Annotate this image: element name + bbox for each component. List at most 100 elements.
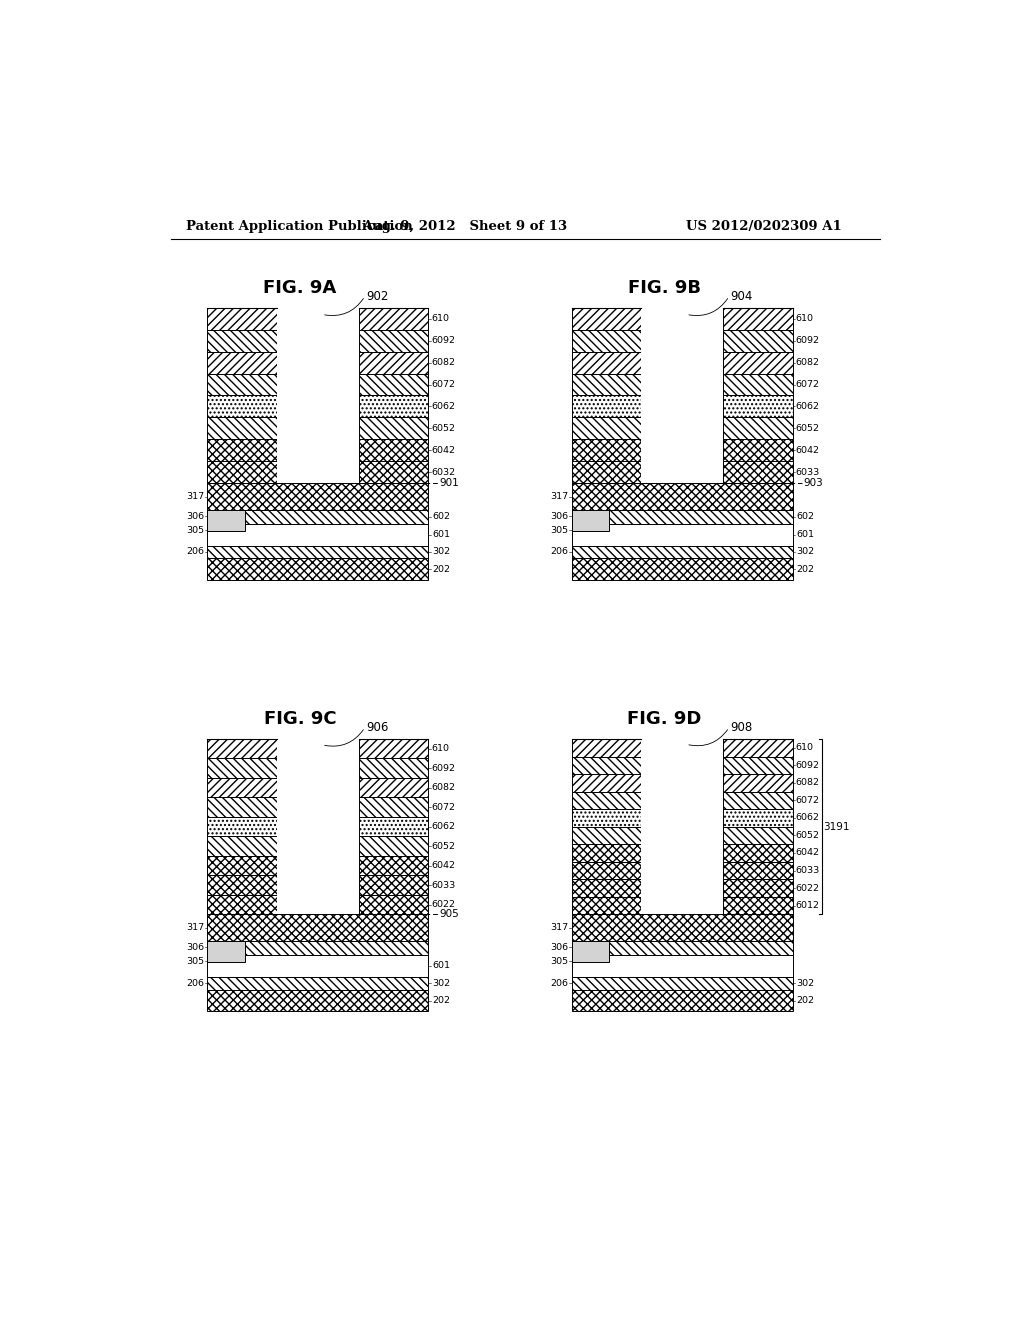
Bar xyxy=(723,792,793,809)
Bar xyxy=(571,879,641,896)
Bar xyxy=(641,330,723,351)
Text: FIG. 9D: FIG. 9D xyxy=(627,710,701,727)
Text: FIG. 9A: FIG. 9A xyxy=(263,279,337,297)
Bar xyxy=(207,308,278,330)
Bar xyxy=(358,417,428,440)
Text: 6022: 6022 xyxy=(431,900,456,909)
Text: 6092: 6092 xyxy=(796,760,820,770)
Text: 317: 317 xyxy=(186,924,204,932)
Text: 6042: 6042 xyxy=(431,861,456,870)
Bar xyxy=(571,510,793,524)
Text: 6072: 6072 xyxy=(431,803,456,812)
Bar xyxy=(723,845,793,862)
Bar xyxy=(641,308,723,330)
Text: 6082: 6082 xyxy=(796,358,820,367)
Text: 305: 305 xyxy=(550,525,568,535)
Text: 306: 306 xyxy=(550,942,568,952)
Bar xyxy=(278,308,358,330)
Bar xyxy=(358,855,428,875)
Bar xyxy=(571,826,641,845)
Bar xyxy=(723,440,793,461)
Bar xyxy=(278,461,358,483)
Text: 302: 302 xyxy=(797,978,815,987)
Bar xyxy=(207,558,428,581)
Text: 601: 601 xyxy=(432,961,451,970)
Bar xyxy=(723,879,793,896)
Bar xyxy=(278,417,358,440)
Text: 305: 305 xyxy=(186,957,204,966)
Text: 6072: 6072 xyxy=(796,380,820,389)
Bar xyxy=(723,739,793,756)
Bar xyxy=(207,954,428,977)
Bar xyxy=(358,351,428,374)
Text: 6062: 6062 xyxy=(431,401,456,411)
Bar xyxy=(207,374,278,396)
Bar xyxy=(278,777,358,797)
Text: 305: 305 xyxy=(550,957,568,966)
Text: 6082: 6082 xyxy=(796,779,820,787)
Bar xyxy=(641,826,723,845)
Text: 202: 202 xyxy=(432,565,451,574)
Text: 610: 610 xyxy=(796,743,814,752)
Bar xyxy=(207,440,278,461)
Bar xyxy=(723,396,793,417)
Bar xyxy=(571,990,793,1011)
Bar xyxy=(278,440,358,461)
Bar xyxy=(571,739,641,756)
Bar xyxy=(278,739,358,759)
Text: 302: 302 xyxy=(432,548,451,557)
Text: 6062: 6062 xyxy=(796,813,820,822)
Bar xyxy=(358,396,428,417)
Text: 6033: 6033 xyxy=(431,880,456,890)
Bar xyxy=(358,440,428,461)
Bar xyxy=(641,461,723,483)
Text: 902: 902 xyxy=(367,289,389,302)
Text: 6062: 6062 xyxy=(431,822,456,832)
Bar xyxy=(207,739,278,759)
Bar xyxy=(571,809,641,826)
Text: 610: 610 xyxy=(796,314,814,323)
Bar xyxy=(723,756,793,774)
Bar xyxy=(207,461,278,483)
Text: 601: 601 xyxy=(797,531,814,539)
Text: 6022: 6022 xyxy=(796,883,820,892)
Bar xyxy=(278,351,358,374)
Text: 202: 202 xyxy=(432,997,451,1005)
Bar xyxy=(207,759,278,777)
Text: Patent Application Publication: Patent Application Publication xyxy=(186,219,413,232)
Bar xyxy=(571,977,793,990)
Text: 302: 302 xyxy=(797,548,815,557)
Bar xyxy=(723,374,793,396)
Bar xyxy=(641,809,723,826)
Bar xyxy=(358,461,428,483)
Text: 317: 317 xyxy=(550,492,568,502)
Bar xyxy=(278,895,358,915)
Text: 601: 601 xyxy=(432,531,451,539)
Text: 6042: 6042 xyxy=(431,446,456,455)
Bar xyxy=(207,330,278,351)
Text: 903: 903 xyxy=(804,478,823,488)
Bar xyxy=(571,558,793,581)
Bar xyxy=(207,417,278,440)
Bar xyxy=(571,461,641,483)
Bar xyxy=(571,954,793,977)
Bar xyxy=(207,483,428,510)
Text: 610: 610 xyxy=(431,744,450,754)
Bar xyxy=(207,797,278,817)
Bar xyxy=(723,351,793,374)
Bar xyxy=(571,792,641,809)
Text: 6052: 6052 xyxy=(431,842,456,850)
Bar xyxy=(571,524,793,545)
Bar xyxy=(571,308,641,330)
Bar xyxy=(723,330,793,351)
Text: FIG. 9B: FIG. 9B xyxy=(628,279,700,297)
Text: 202: 202 xyxy=(797,997,814,1005)
Bar xyxy=(571,941,609,962)
Text: 6072: 6072 xyxy=(431,380,456,389)
Text: 6082: 6082 xyxy=(431,783,456,792)
Bar xyxy=(207,990,428,1011)
Bar xyxy=(358,777,428,797)
Text: 610: 610 xyxy=(431,314,450,323)
Bar xyxy=(358,817,428,837)
Text: 6092: 6092 xyxy=(431,764,456,772)
